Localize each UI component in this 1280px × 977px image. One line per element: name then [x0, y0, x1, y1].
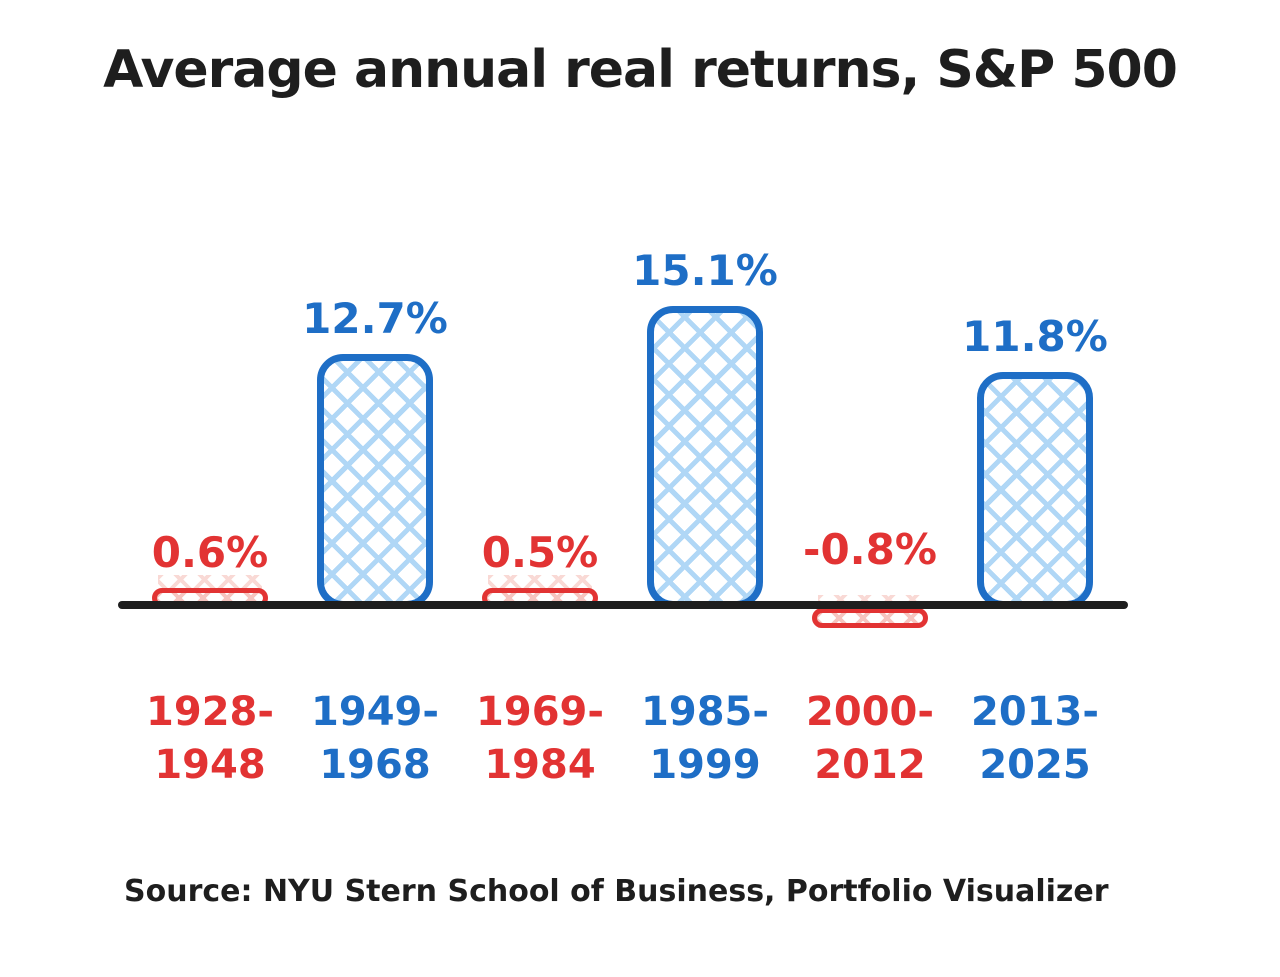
x-tick-line1: 1949- — [311, 689, 439, 735]
value-label-1985-1999: 15.1% — [632, 246, 778, 295]
bar-1985-1999 — [647, 306, 763, 608]
source-note: Source: NYU Stern School of Business, Po… — [124, 874, 1109, 909]
x-tick-line2: 1999 — [649, 742, 761, 788]
x-tick-line2: 2012 — [814, 742, 926, 788]
x-tick-line1: 2013- — [971, 689, 1099, 735]
x-tick-label-1969-1984: 1969- 1984 — [440, 686, 640, 792]
value-label-1969-1984: 0.5% — [481, 528, 599, 577]
x-tick-label-2000-2012: 2000- 2012 — [770, 686, 970, 792]
value-label-2013-2025: 11.8% — [962, 312, 1108, 361]
x-tick-line2: 1948 — [154, 742, 266, 788]
chart-title: Average annual real returns, S&P 500 — [103, 40, 1178, 100]
x-tick-label-1949-1968: 1949- 1968 — [275, 686, 475, 792]
x-tick-label-1985-1999: 1985- 1999 — [605, 686, 805, 792]
x-tick-label-1928-1948: 1928- 1948 — [110, 686, 310, 792]
x-tick-line2: 2025 — [979, 742, 1091, 788]
x-tick-line1: 2000- — [806, 689, 934, 735]
x-axis-line — [118, 601, 1128, 609]
value-label-1949-1968: 12.7% — [302, 294, 448, 343]
x-tick-line1: 1928- — [146, 689, 274, 735]
x-tick-line1: 1985- — [641, 689, 769, 735]
value-label-2000-2012: -0.8% — [803, 525, 937, 574]
value-label-1928-1948: 0.6% — [151, 528, 269, 577]
bar-2013-2025 — [977, 372, 1093, 608]
bar-1949-1968 — [317, 354, 433, 608]
bar-2000-2012 — [812, 608, 928, 628]
x-tick-line2: 1984 — [484, 742, 596, 788]
x-tick-label-2013-2025: 2013- 2025 — [935, 686, 1135, 792]
x-tick-line1: 1969- — [476, 689, 604, 735]
x-tick-line2: 1968 — [319, 742, 431, 788]
